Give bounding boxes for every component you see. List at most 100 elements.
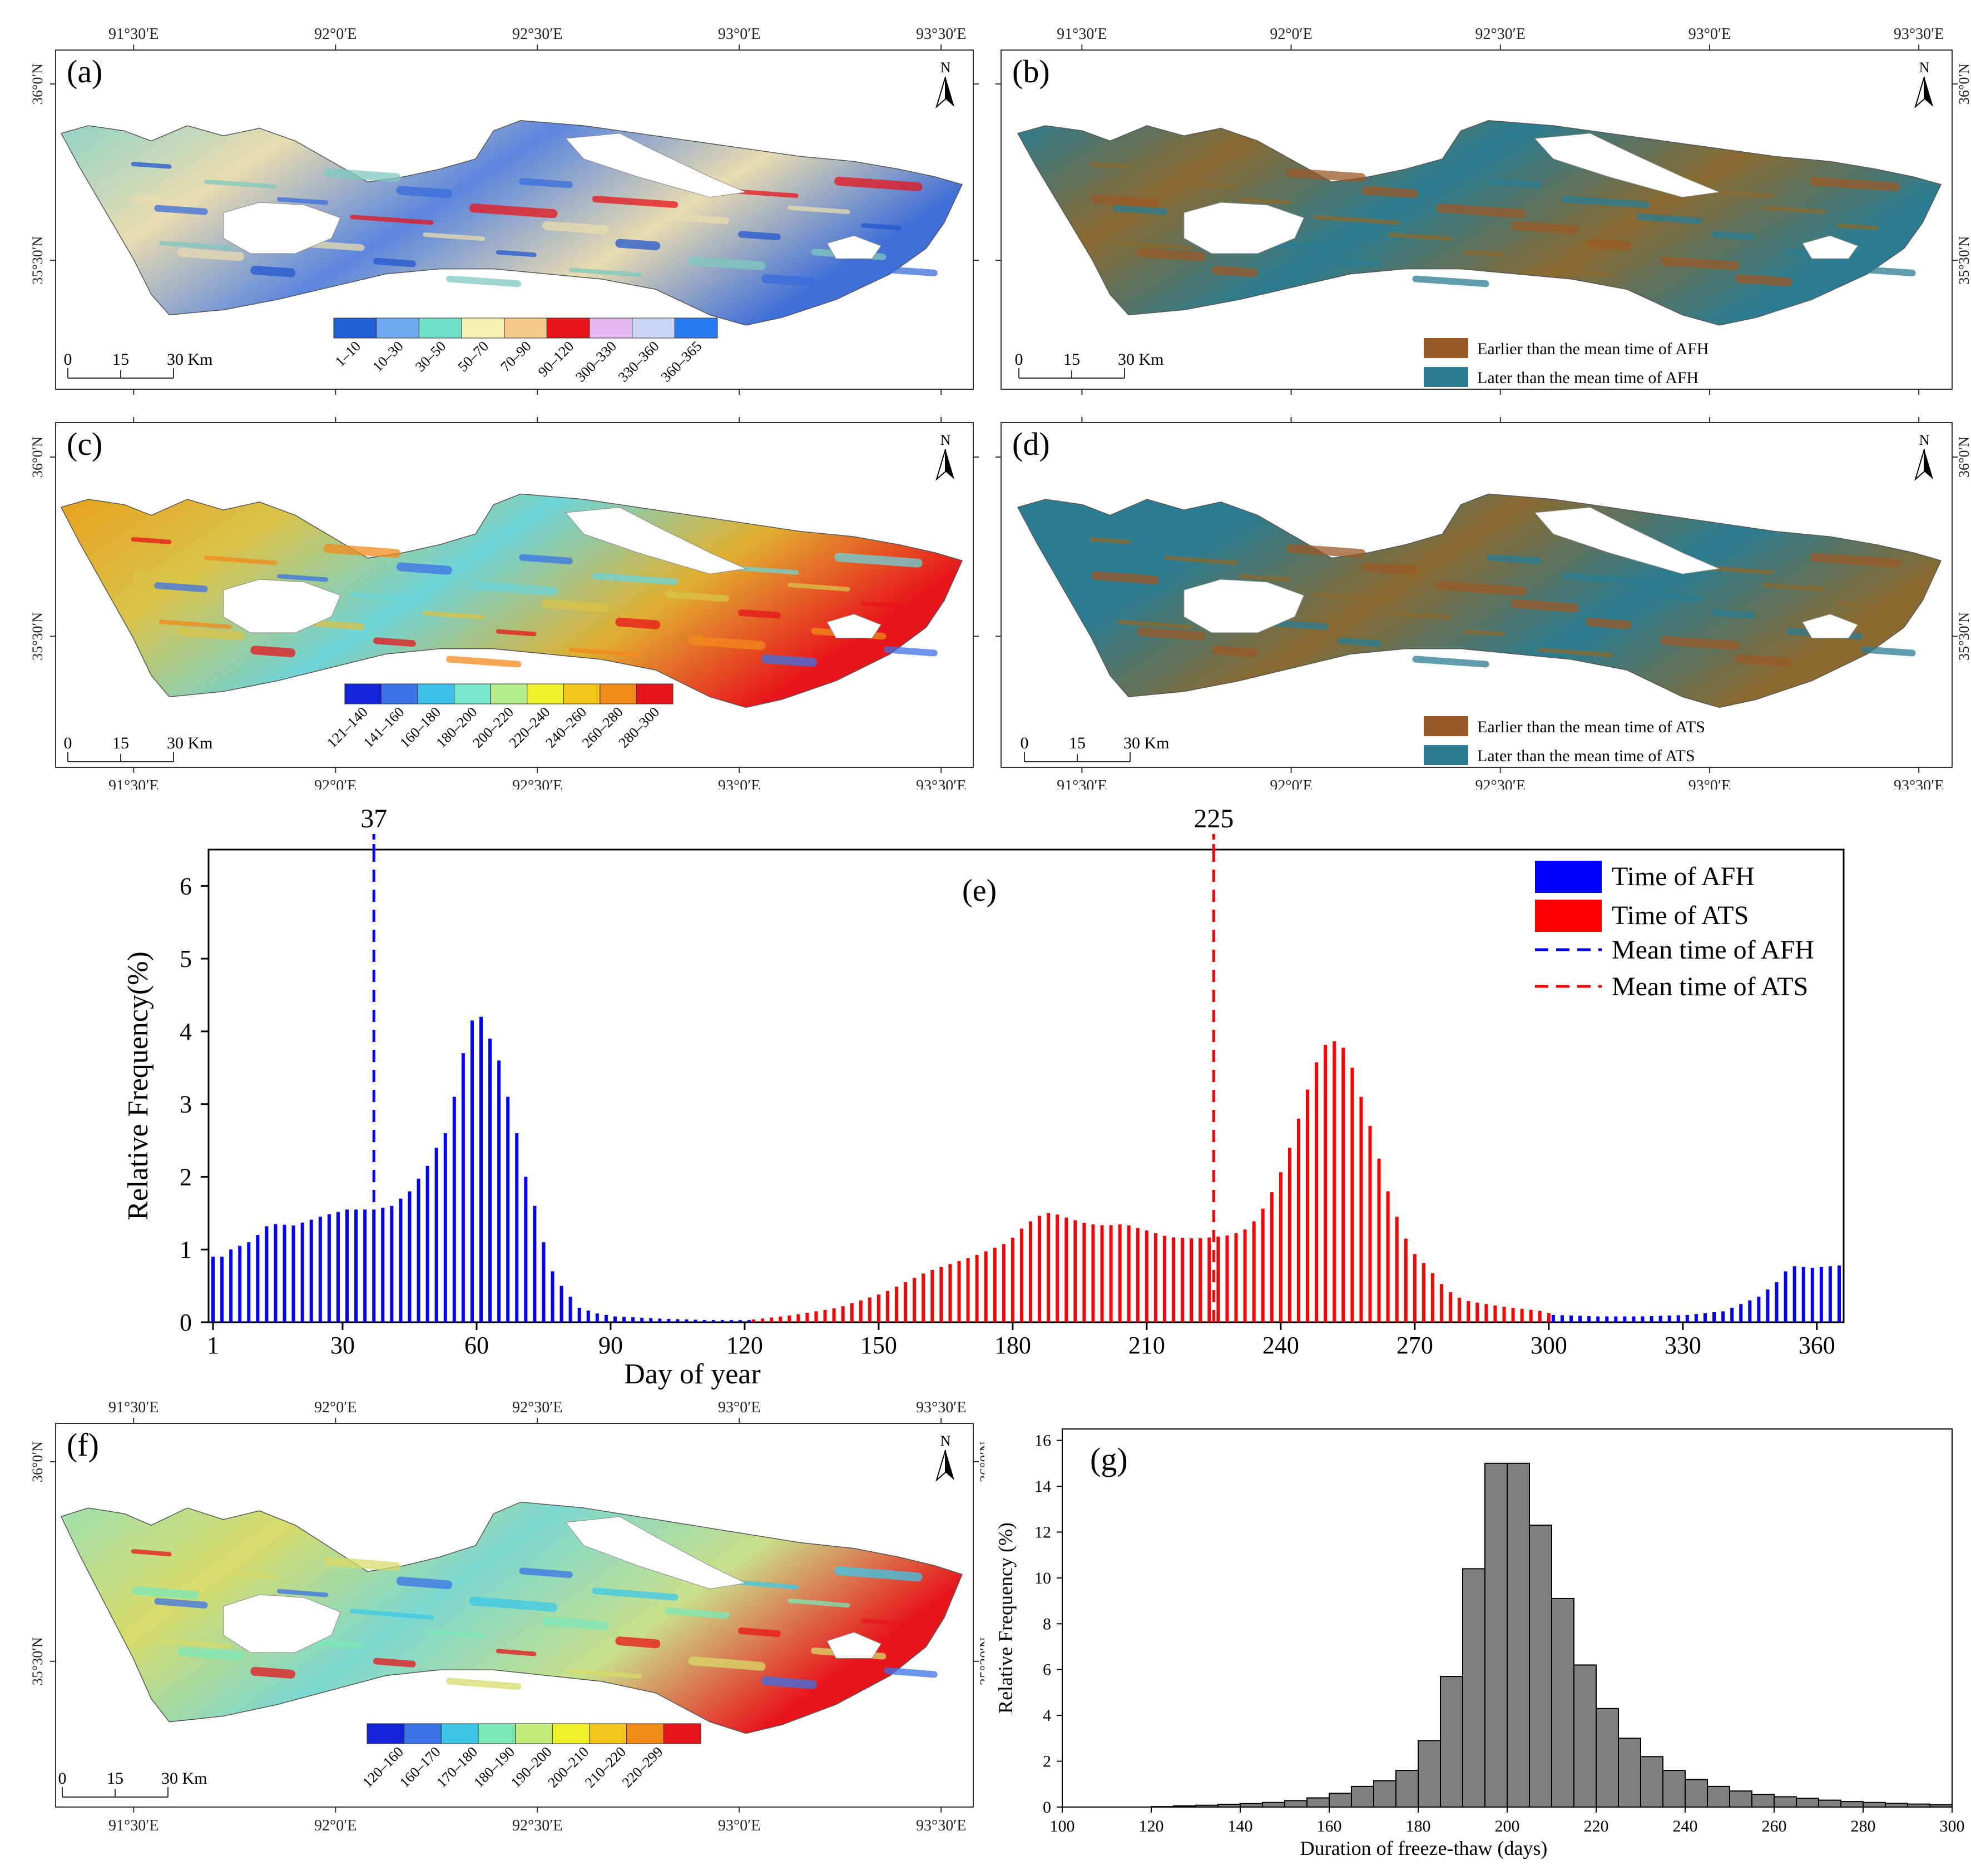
lon-label-bottom: 93°0′E: [1688, 777, 1731, 790]
terrain-streak: [323, 544, 401, 558]
terrain-streak: [1211, 265, 1258, 277]
terrain-streak: [1089, 162, 1131, 169]
terrain-streak: [1735, 654, 1792, 667]
x-tick-label: 140: [1228, 1817, 1253, 1835]
legend-swatch: [504, 317, 547, 339]
legend-swatch: [563, 683, 601, 704]
lake: [565, 133, 747, 198]
histogram-bar: [1863, 1801, 1886, 1808]
lon-label-bottom: 91°30′E: [1057, 777, 1107, 790]
terrain-streak: [446, 1678, 522, 1690]
lake: [1802, 235, 1859, 259]
lat-label-left: 36°0′N: [29, 1441, 46, 1482]
terrain-streak: [592, 196, 679, 209]
terrain-streak: [1089, 537, 1131, 544]
legend-swatch: [478, 1723, 516, 1744]
bar-ats: [1467, 1301, 1470, 1322]
terrain-streak: [423, 1629, 486, 1638]
legend-label: Mean time of AFH: [1612, 935, 1814, 965]
y-tick-label: 10: [1034, 1569, 1051, 1587]
bar-ats: [1252, 1221, 1256, 1322]
histogram-bar: [1618, 1738, 1641, 1808]
bar-afh: [542, 1242, 546, 1322]
histogram-bar: [1573, 1664, 1597, 1808]
y-axis-title: Relative Frequency (%): [994, 1522, 1017, 1714]
terrain-streak: [592, 1587, 679, 1601]
bar-afh: [434, 1148, 438, 1322]
bar-ats: [1484, 1304, 1488, 1322]
bar-afh: [640, 1317, 644, 1322]
histogram-bar: [1729, 1790, 1752, 1808]
legend-swatch: [417, 683, 455, 704]
bar-ats: [1270, 1192, 1274, 1322]
terrain-streak: [1338, 257, 1381, 267]
bar-ats: [1279, 1172, 1282, 1322]
terrain-streak: [1388, 611, 1452, 620]
terrain-streak: [154, 1597, 208, 1609]
bar-afh: [470, 1020, 474, 1322]
bar-afh: [354, 1209, 358, 1322]
bar-ats: [1127, 1225, 1131, 1322]
bar-ats: [1377, 1158, 1381, 1322]
bar-afh: [1641, 1316, 1645, 1322]
x-axis-title: Duration of freeze-thaw (days): [1300, 1837, 1548, 1859]
bar-afh: [1605, 1316, 1609, 1322]
x-tick-label: 270: [1396, 1332, 1433, 1359]
bar-ats: [1172, 1237, 1176, 1322]
bar-ats: [895, 1286, 899, 1322]
bar-afh: [309, 1219, 313, 1322]
terrain-streak: [1586, 239, 1632, 251]
histogram-bar: [1240, 1803, 1263, 1808]
terrain-streak: [1762, 205, 1826, 215]
terrain-streak: [177, 1646, 244, 1661]
bar-ats: [1324, 1045, 1328, 1322]
terrain-streak: [1164, 555, 1239, 565]
legend-swatch: [589, 1723, 627, 1744]
bar-ats: [1547, 1313, 1551, 1322]
legend-swatch: [381, 683, 418, 704]
map-f: 91°30′E 91°30′E 92°0′E 92°0′E 92°30′E 92°30′E…: [29, 1399, 993, 1834]
bar-ats: [1145, 1230, 1148, 1322]
x-tick-label: 330: [1665, 1332, 1701, 1359]
bar-ats: [1475, 1302, 1479, 1322]
bar-afh: [283, 1224, 286, 1322]
x-tick-label: 150: [860, 1332, 897, 1359]
bar-ats: [1181, 1238, 1185, 1322]
bar-ats: [770, 1317, 774, 1322]
terrain-streak: [519, 1567, 573, 1579]
lon-label-bottom: 92°30′E: [512, 777, 562, 790]
lat-label-left: 35°30′N: [29, 1637, 46, 1685]
terrain-streak: [1463, 250, 1505, 257]
scale-label: 15: [107, 1769, 123, 1788]
histogram-bar: [1373, 1780, 1396, 1808]
bar-ats: [1243, 1229, 1247, 1322]
terrain-streak: [1538, 267, 1613, 277]
bar-afh: [711, 1320, 715, 1322]
bar-afh: [1766, 1289, 1770, 1322]
lon-label-top: 91°30′E: [1057, 26, 1107, 43]
bar-ats: [1216, 1237, 1220, 1322]
bar-afh: [747, 1320, 751, 1322]
bar-ats: [1440, 1284, 1444, 1322]
bar-afh: [327, 1214, 331, 1322]
legend-swatch: [636, 683, 673, 704]
bar-afh: [1667, 1315, 1671, 1322]
bar-ats: [1118, 1224, 1122, 1322]
lat-label-right: 36°0′N: [977, 1441, 984, 1482]
legend-swatch: [344, 683, 382, 704]
chart-e: 37 225 1 30 60 90 120 150 180 210 240 270 300 330 360 0…: [122, 804, 1845, 1390]
legend-swatch-afh: [1535, 861, 1602, 893]
x-tick-label: 180: [994, 1332, 1031, 1359]
y-tick-label: 16: [1034, 1432, 1051, 1450]
bar-afh: [497, 1060, 501, 1322]
terrain-streak: [568, 267, 642, 277]
map-panel-f: 91°30′E 91°30′E 92°0′E 92°0′E 92°30′E 92°30′E…: [6, 1396, 993, 1868]
terrain-streak: [761, 274, 818, 287]
lon-label-bottom: 93°30′E: [916, 777, 966, 790]
x-tick-label: 300: [1940, 1817, 1965, 1835]
histogram-bar: [1484, 1462, 1508, 1808]
scale-label: 0: [1015, 350, 1023, 369]
bar-afh: [515, 1133, 519, 1322]
bar-ats: [1413, 1254, 1417, 1322]
panel-label: (b): [1012, 53, 1050, 90]
